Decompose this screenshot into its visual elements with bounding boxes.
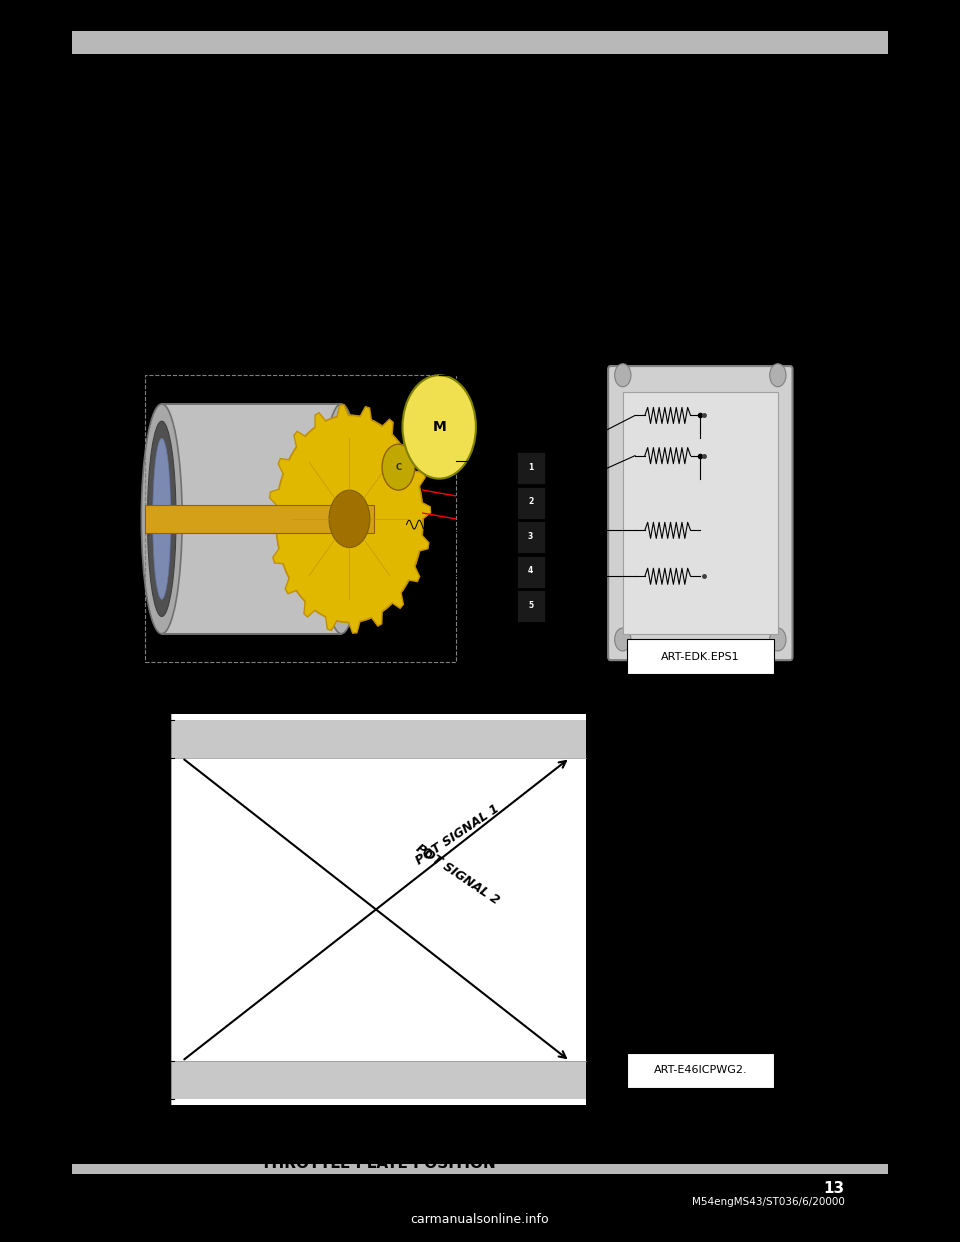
- Bar: [161, 404, 342, 633]
- Bar: [170, 1061, 586, 1099]
- Text: 3: 3: [528, 532, 533, 540]
- Ellipse shape: [141, 404, 182, 633]
- Text: THROTTLE PLATE POSITION: THROTTLE PLATE POSITION: [260, 1156, 495, 1171]
- Text: 4.5V: 4.5V: [132, 751, 163, 764]
- Text: Feedback signal 1 provides a signal from 0.5 V  (LL) to 4.5 V (VL).: Feedback signal 1 provides a signal from…: [88, 261, 499, 273]
- Text: 2: 2: [528, 497, 533, 505]
- Text: POT POWER: POT POWER: [529, 525, 581, 535]
- Bar: [146, 505, 373, 533]
- Polygon shape: [268, 405, 431, 633]
- FancyBboxPatch shape: [608, 366, 793, 661]
- Circle shape: [402, 375, 476, 478]
- Text: 4: 4: [528, 566, 533, 575]
- Bar: [627, 640, 774, 674]
- Text: EDK THROTTLE POSITION FEEDBACK SIGNALS: EDK THROTTLE POSITION FEEDBACK SIGNALS: [88, 145, 480, 160]
- Text: 0: 0: [165, 1128, 175, 1140]
- Text: C: C: [396, 463, 401, 472]
- Ellipse shape: [321, 404, 362, 633]
- Text: Potentiometer signal 1 is the primary feedback signal of throttle plate position: Potentiometer signal 1 is the primary fe…: [88, 335, 660, 368]
- Text: POT 1 SIGNAL: POT 1 SIGNAL: [529, 457, 588, 466]
- Bar: [627, 1053, 774, 1088]
- Text: GRAY  ZONES NOT PLAUSIBLE: GRAY ZONES NOT PLAUSIBLE: [303, 702, 488, 712]
- Text: 0.5V: 0.5V: [132, 1054, 163, 1068]
- Text: 5: 5: [528, 601, 533, 610]
- Text: M54engMS43/ST036/6/20000: M54engMS43/ST036/6/20000: [692, 1197, 845, 1207]
- Text: POT 2 SIGNAL: POT 2 SIGNAL: [529, 492, 588, 501]
- Bar: [516, 522, 545, 553]
- Circle shape: [329, 491, 370, 548]
- Bar: [72, 1165, 888, 1174]
- Text: carmanualsonline.info: carmanualsonline.info: [411, 1213, 549, 1226]
- Bar: [170, 720, 586, 758]
- Ellipse shape: [148, 421, 176, 616]
- Text: 5V: 5V: [145, 713, 163, 727]
- Text: MS 43 NEW FUNCTIONS: MS 43 NEW FUNCTIONS: [88, 88, 402, 112]
- Text: ART-E46ICPWG2.: ART-E46ICPWG2.: [654, 1066, 747, 1076]
- Bar: [516, 487, 545, 519]
- Circle shape: [770, 628, 786, 651]
- Text: ART-EDK.EPS1: ART-EDK.EPS1: [661, 652, 739, 662]
- Text: MOTOR
CONTROL: MOTOR CONTROL: [429, 318, 482, 340]
- Text: 1: 1: [528, 463, 533, 472]
- Text: The EDK throttle plate is monitored by two integrated potentiometers.  The poten: The EDK throttle plate is monitored by t…: [88, 180, 668, 231]
- Text: Feedback signal 2 provides a signal from 4.5 V (LL) to 0.5 V (VL): Feedback signal 2 provides a signal from…: [88, 294, 492, 308]
- Text: 0V: 0V: [145, 1093, 163, 1105]
- Bar: [516, 555, 545, 587]
- Text: 13: 13: [824, 1181, 845, 1196]
- Text: ELECTRIC THROTTLE
VALVE (EDK): ELECTRIC THROTTLE VALVE (EDK): [154, 318, 274, 340]
- Text: GROUND: GROUND: [529, 571, 566, 581]
- Bar: [72, 31, 888, 53]
- Circle shape: [276, 415, 422, 622]
- Circle shape: [770, 364, 786, 386]
- Circle shape: [382, 445, 415, 491]
- Bar: [623, 392, 778, 633]
- Circle shape: [614, 628, 631, 651]
- Text: 100%: 100%: [566, 1128, 606, 1140]
- Circle shape: [614, 364, 631, 386]
- Text: POT SIGNAL 2: POT SIGNAL 2: [413, 842, 501, 908]
- Text: SIGNAL VOLTAGE WITHIN THE: SIGNAL VOLTAGE WITHIN THE: [303, 676, 487, 686]
- Bar: [516, 452, 545, 484]
- Text: M: M: [432, 420, 446, 433]
- Bar: [170, 714, 586, 1105]
- Text: POT SIGNAL 1: POT SIGNAL 1: [413, 802, 501, 867]
- Ellipse shape: [153, 438, 171, 599]
- Bar: [516, 590, 545, 622]
